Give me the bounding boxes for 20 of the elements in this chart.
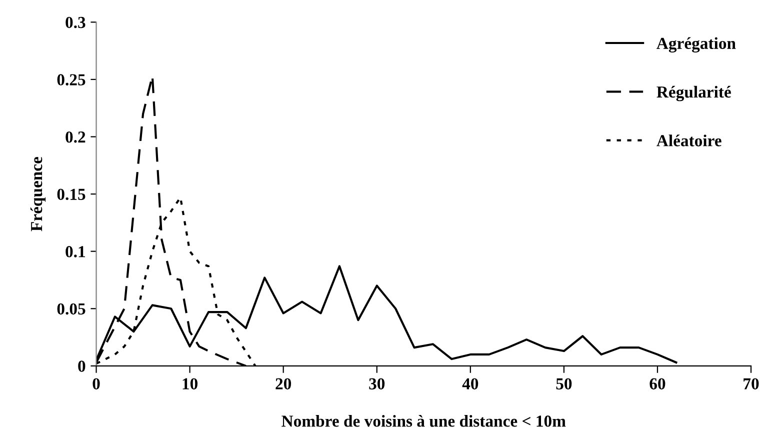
legend-label: Aléatoire [656, 134, 722, 146]
x-tick-label: 10 [182, 378, 198, 390]
legend-label: Régularité [656, 86, 731, 102]
y-tick-label: 0 [78, 360, 86, 372]
x-tick-label: 0 [92, 378, 100, 390]
x-tick-label: 20 [276, 378, 292, 390]
x-tick-label: 50 [556, 378, 572, 390]
y-tick-label: 0.25 [57, 74, 86, 86]
x-tick-label: 40 [462, 378, 478, 390]
x-tick-label: 30 [369, 378, 385, 390]
x-axis-title: Nombre de voisins à une distance < 10m [282, 415, 566, 427]
x-tick-label: 70 [744, 378, 759, 390]
legend-label: Agrégation [656, 37, 736, 52]
y-axis-title: Fréquence [30, 156, 46, 232]
y-tick-label: 0.3 [66, 16, 86, 28]
y-tick-label: 0.15 [57, 188, 86, 200]
y-tick-label: 0.05 [57, 303, 86, 315]
y-tick-label: 0.2 [66, 131, 86, 143]
x-tick-label: 60 [650, 378, 666, 390]
y-tick-label: 0.1 [66, 246, 85, 258]
